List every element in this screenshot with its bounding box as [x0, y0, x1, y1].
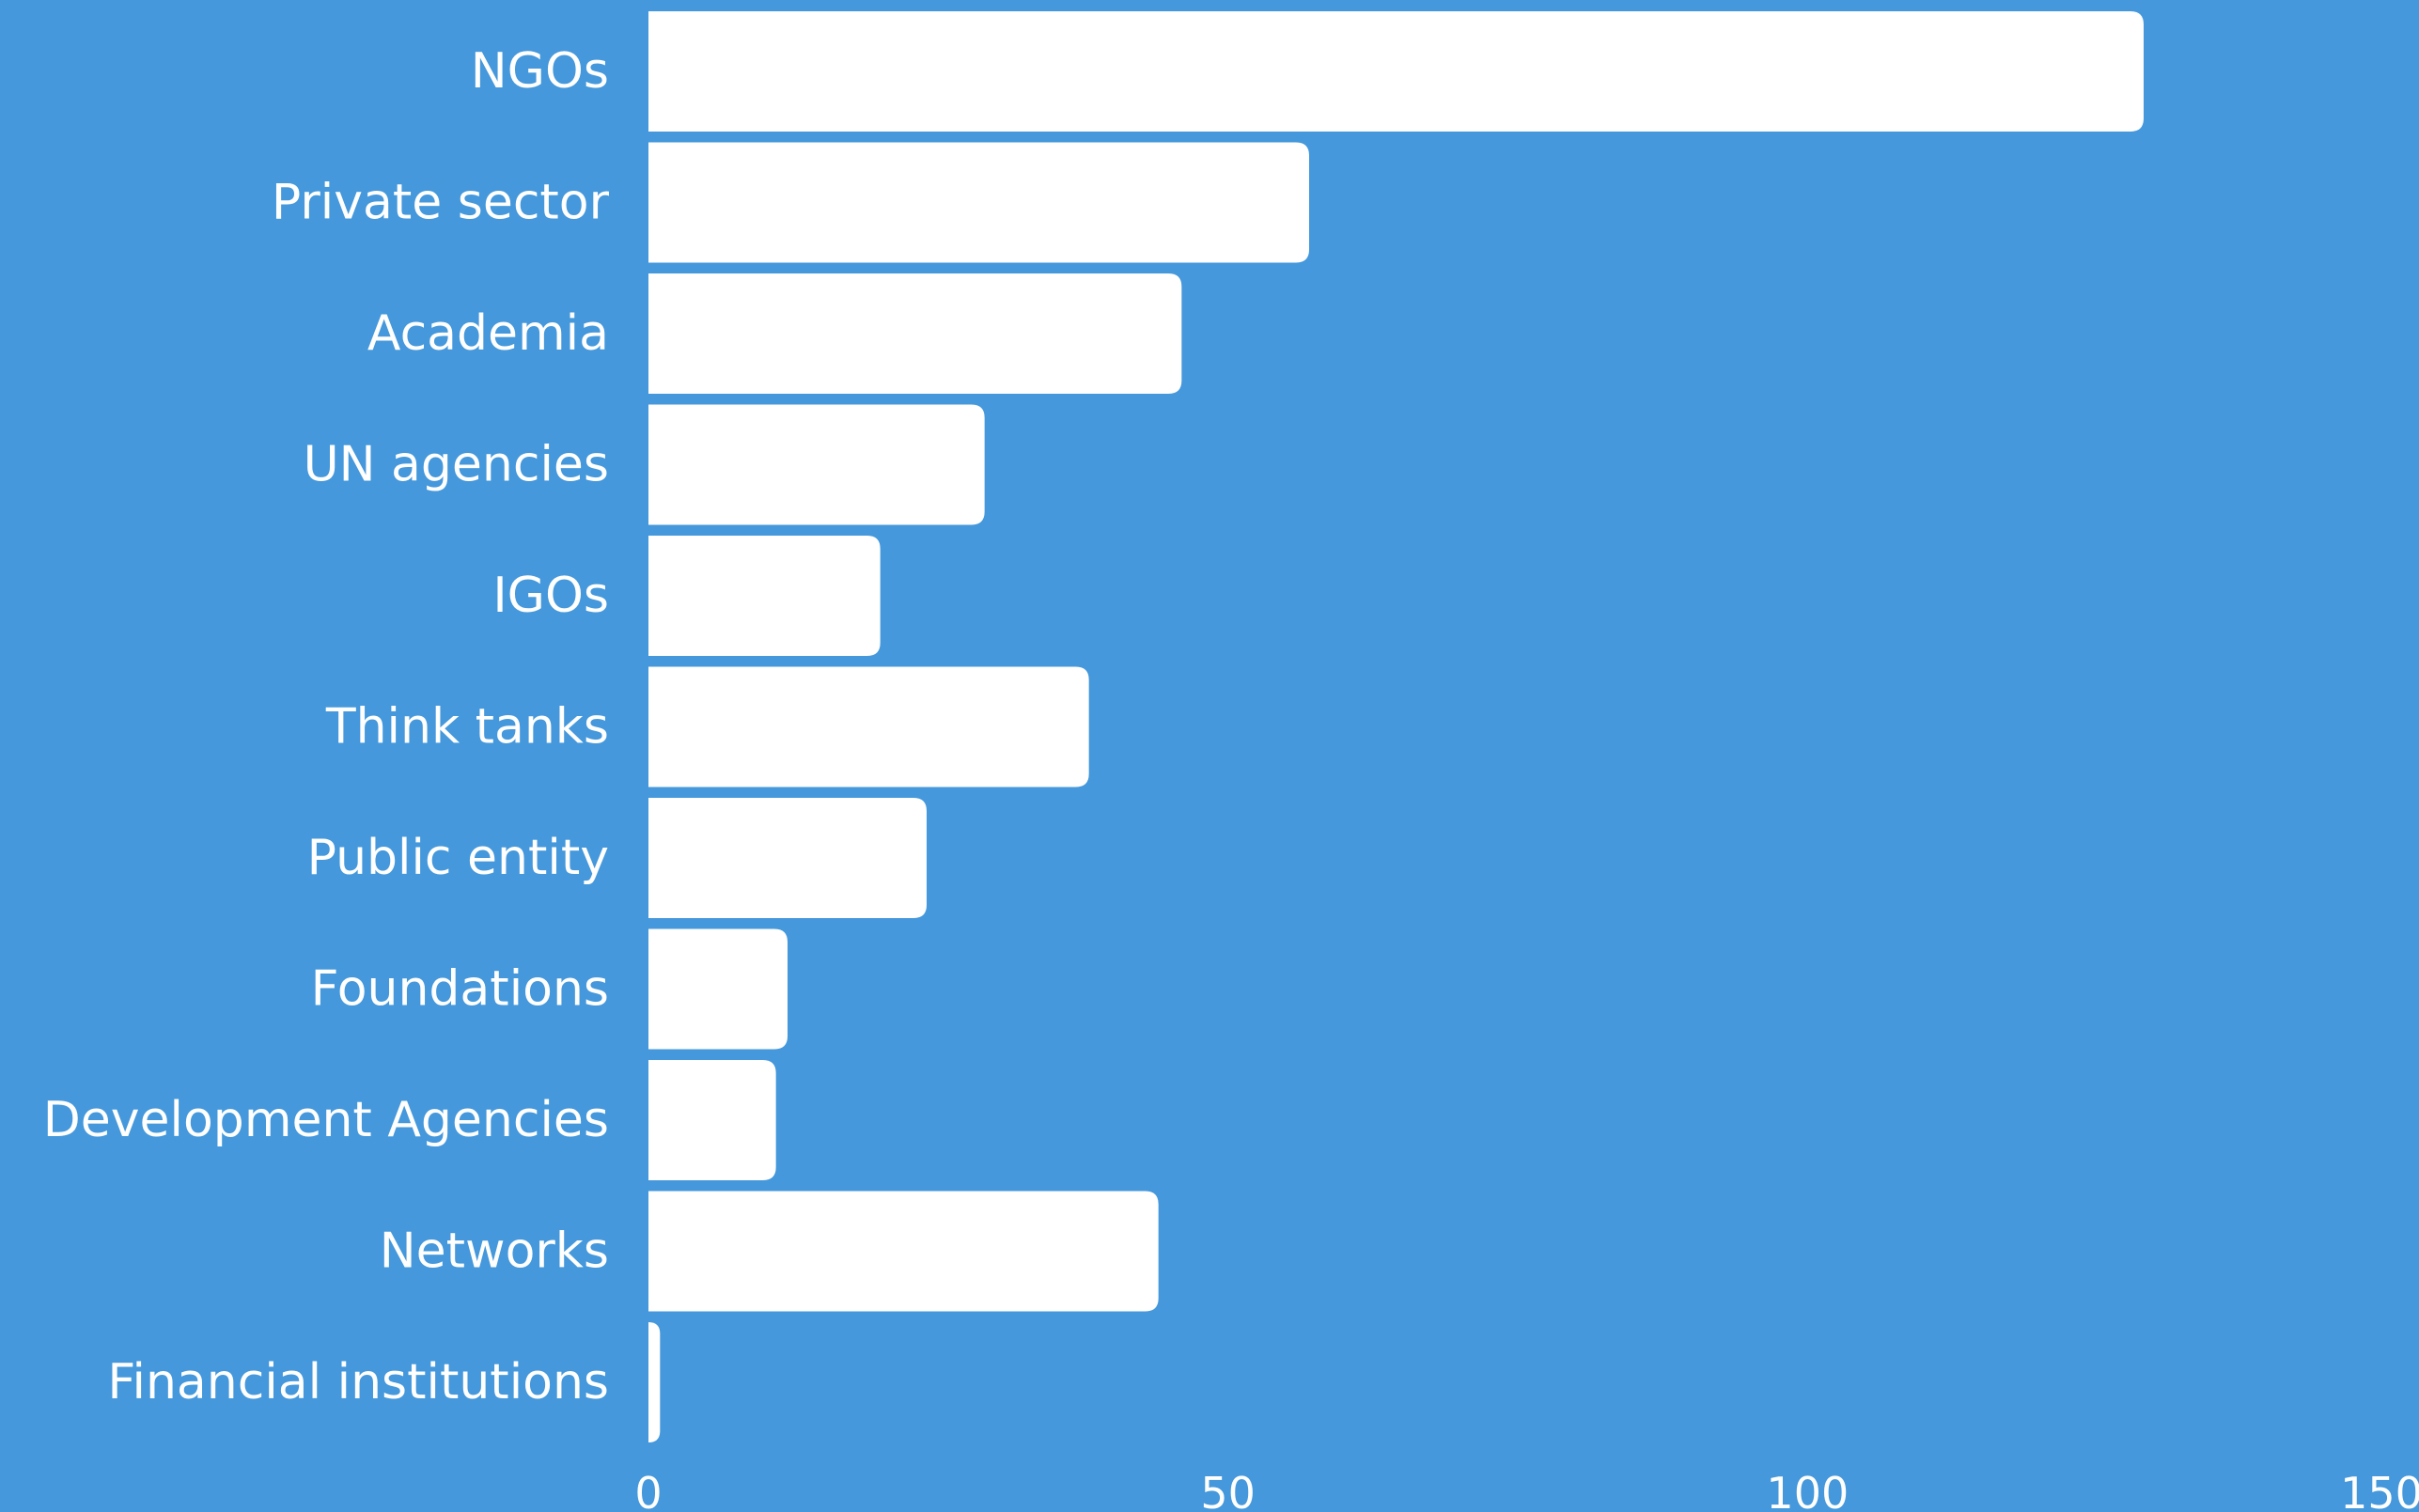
bar-networks: [648, 1191, 1159, 1312]
bar-financial-institutions: [648, 1322, 661, 1442]
category-label-igos: IGOs: [492, 568, 609, 624]
category-label-academia: Academia: [367, 305, 609, 362]
bar-think-tanks: [648, 666, 1089, 787]
bar-foundations: [648, 928, 788, 1050]
bar-ngos: [648, 11, 2144, 132]
category-label-ngos: NGOs: [471, 43, 609, 100]
category-label-networks: Networks: [380, 1224, 609, 1280]
bar-un-agencies: [648, 404, 985, 525]
bars-group: [648, 11, 2144, 1442]
category-labels-group: NGOs Private sector Academia UN agencies IGO…: [43, 43, 610, 1411]
category-label-public-entity: Public entity: [307, 830, 609, 886]
x-tick-label-100: 100: [1766, 1468, 1849, 1512]
category-label-foundations: Foundations: [311, 961, 609, 1018]
bar-development-agencies: [648, 1060, 776, 1180]
x-tick-label-0: 0: [634, 1468, 662, 1512]
bar-academia: [648, 273, 1182, 394]
bar-public-entity: [648, 798, 927, 918]
category-label-development-agencies: Development Agencies: [43, 1092, 609, 1148]
bar-private-sector: [648, 142, 1309, 263]
x-tick-label-50: 50: [1200, 1468, 1256, 1512]
bar-igos: [648, 536, 881, 656]
x-tick-labels-group: 0 50 100 150: [634, 1468, 2419, 1512]
category-label-financial-institutions: Financial institutions: [107, 1354, 609, 1411]
x-tick-label-150: 150: [2340, 1468, 2419, 1512]
category-label-un-agencies: UN agencies: [304, 437, 609, 493]
category-label-private-sector: Private sector: [272, 175, 610, 231]
category-label-think-tanks: Think tanks: [325, 699, 609, 756]
